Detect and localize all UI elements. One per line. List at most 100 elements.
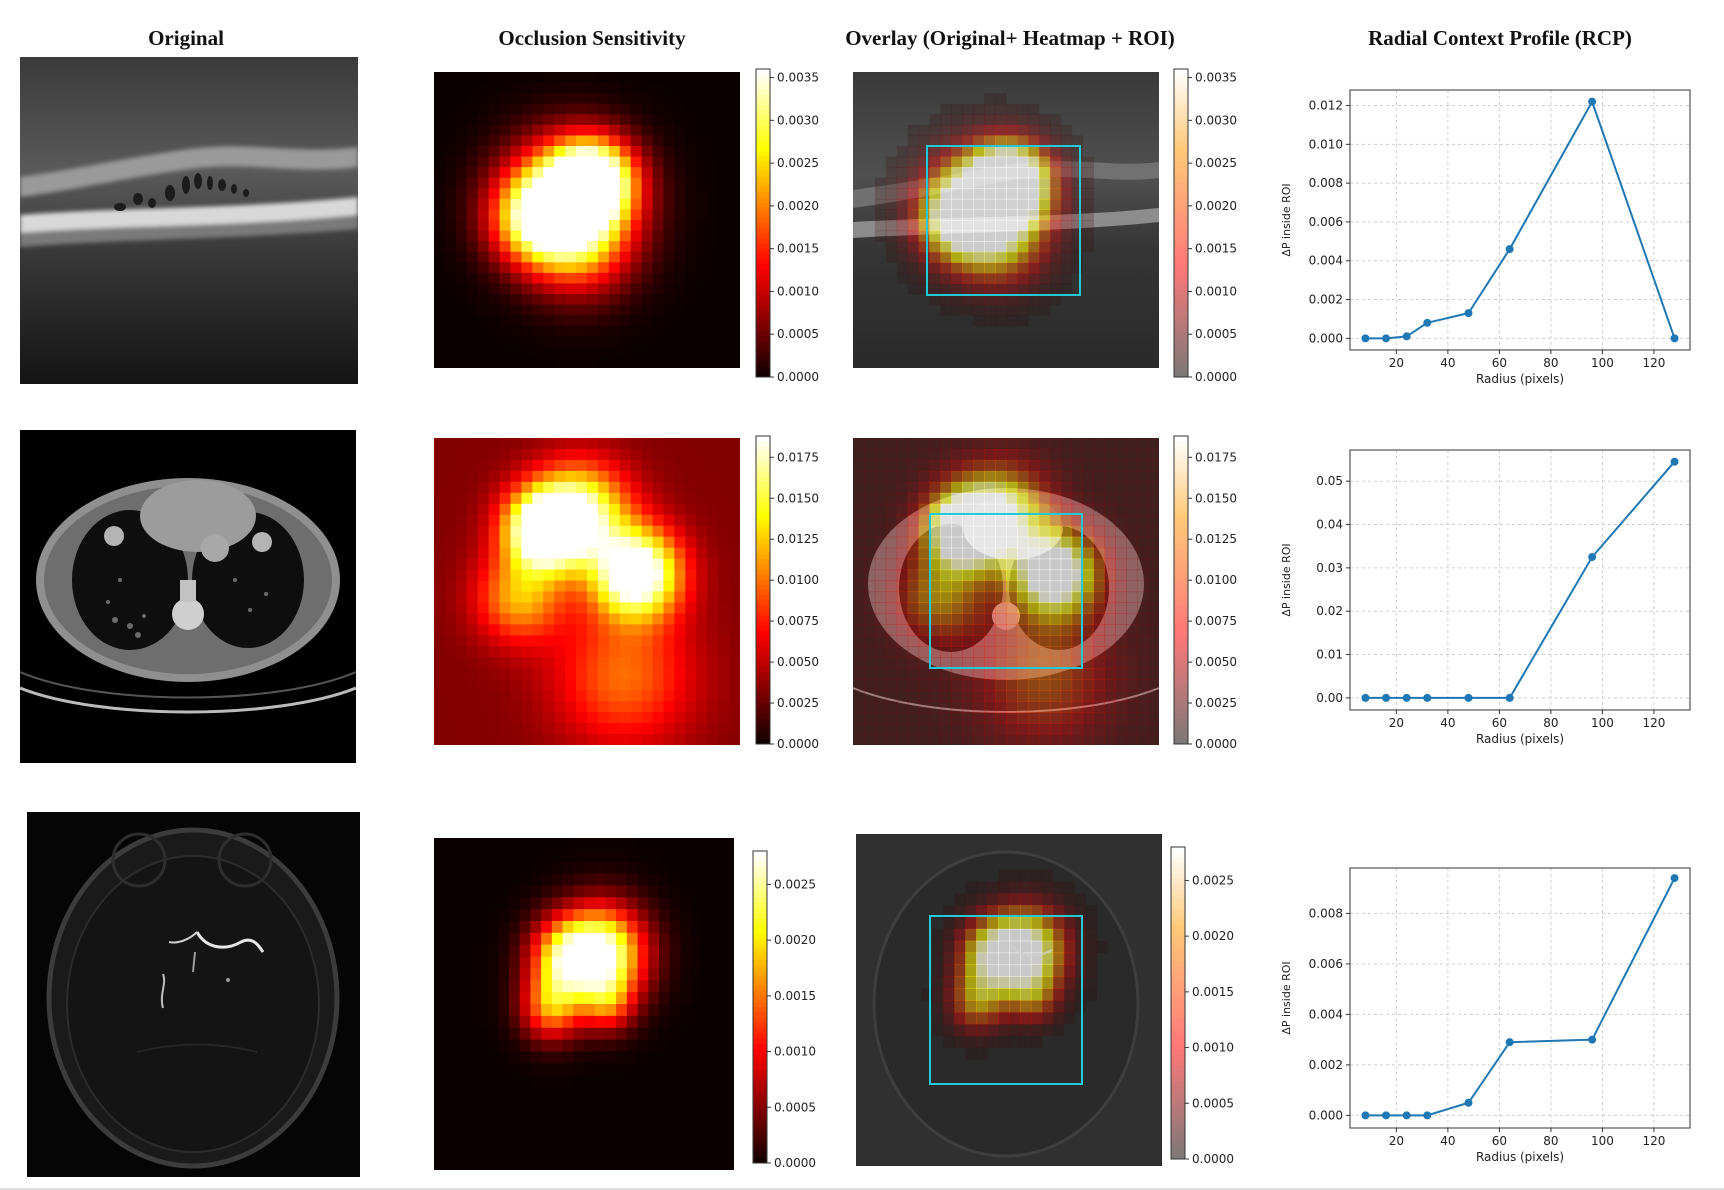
heatmap-cell: [685, 624, 697, 636]
heatmap-cell: [444, 734, 457, 745]
heatmap-cell: [951, 701, 963, 713]
heatmap-cell: [1049, 547, 1062, 560]
heatmap-cell: [995, 514, 1007, 527]
heatmap-cell: [1038, 602, 1051, 615]
heatmap-cell: [995, 470, 1007, 483]
heatmap-cell: [641, 304, 654, 316]
y-tick-label: 0.03: [1316, 561, 1343, 575]
heatmap-cell: [1148, 580, 1159, 593]
heatmap-cell: [584, 956, 596, 970]
heatmap-cell: [896, 146, 909, 158]
heatmap-cell: [455, 580, 468, 593]
heatmap-cell: [954, 940, 966, 954]
heatmap-cell: [630, 580, 643, 593]
heatmap-cell: [940, 646, 952, 658]
heatmap-cell: [1049, 712, 1062, 724]
heatmap-cell: [488, 103, 501, 115]
heatmap-cell: [519, 897, 532, 910]
heatmap-cell: [712, 1027, 724, 1041]
heatmap-cell: [587, 481, 599, 494]
heatmap-cell: [444, 944, 457, 958]
heatmap-cell: [652, 624, 665, 636]
heatmap-cell: [973, 304, 985, 316]
heatmap-cell: [637, 1146, 649, 1159]
heatmap-cell: [1093, 668, 1105, 680]
heatmap-cell: [685, 209, 697, 221]
heatmap-cell: [1071, 167, 1084, 179]
heatmap-cell: [1071, 188, 1084, 200]
colorbar-tick-label: 0.0025: [1192, 873, 1234, 887]
heatmap-cell: [444, 569, 457, 582]
heatmap-cell: [951, 558, 963, 571]
colorbar-tick-label: 0.0025: [777, 696, 819, 710]
heatmap-cell: [619, 294, 632, 306]
heatmap-cell: [619, 103, 632, 115]
heatmap-cell: [630, 146, 643, 158]
heatmap-cell: [543, 294, 555, 306]
heatmap-cell: [943, 988, 955, 1001]
heatmap-cell: [652, 646, 665, 658]
heatmap-cell: [659, 897, 671, 910]
heatmap-cell: [940, 602, 952, 615]
heatmap-cell: [729, 536, 740, 549]
heatmap-cell: [707, 547, 719, 560]
heatmap-cell: [962, 635, 974, 647]
heatmap-cell: [519, 932, 532, 946]
heatmap-cell: [701, 1063, 714, 1076]
heatmap-cell: [943, 1000, 955, 1013]
heatmap-cell: [1027, 569, 1040, 582]
heatmap-cell: [712, 849, 724, 863]
heatmap-cell: [718, 701, 730, 713]
heatmap-cell: [543, 459, 555, 472]
heatmap-cell: [587, 241, 599, 253]
heatmap-cell: [1137, 448, 1149, 461]
heatmap-cell: [1137, 690, 1149, 702]
heatmap-cell: [477, 325, 490, 337]
heatmap-cell: [973, 448, 985, 461]
heatmap-cell: [608, 357, 621, 368]
heatmap-cell: [562, 1051, 574, 1064]
heatmap-cell: [487, 1015, 499, 1029]
heatmap-cell: [712, 885, 724, 898]
heatmap-cell: [707, 294, 719, 306]
heatmap-cell: [521, 580, 533, 593]
heatmap-cell: [863, 525, 876, 538]
heatmap-cell: [1060, 547, 1073, 560]
heatmap-cell: [707, 188, 719, 200]
heatmap-cell: [874, 613, 887, 625]
heatmap-cell: [605, 1015, 617, 1029]
heatmap-cell: [630, 241, 643, 253]
heatmap-cell: [1082, 209, 1095, 221]
heatmap-cell: [521, 712, 533, 724]
heatmap-cell: [619, 124, 632, 137]
heatmap-cell: [532, 114, 544, 126]
heatmap-cell: [723, 1098, 734, 1112]
heatmap-cell: [932, 952, 945, 966]
heatmap-cell: [853, 591, 865, 604]
heatmap-cell: [510, 690, 523, 702]
heatmap-cell: [918, 492, 931, 505]
heatmap-cell: [1082, 448, 1095, 461]
heatmap-cell: [519, 1051, 532, 1064]
heatmap-cell: [663, 177, 676, 189]
heatmap-cell: [521, 124, 533, 137]
heatmap-cell: [718, 114, 730, 126]
rcp-chart-mra: 20 40 60 80 100 1200.0000.0020.0040.0060.008R…: [1280, 867, 1691, 1164]
heatmap-cell: [455, 1063, 467, 1076]
heatmap-cell: [543, 734, 555, 745]
heatmap-cell: [674, 188, 686, 200]
heatmap-cell: [551, 921, 564, 934]
heatmap-cell: [896, 514, 909, 527]
heatmap-cell: [929, 114, 942, 126]
heatmap-cell: [608, 177, 621, 189]
heatmap-cell: [1085, 905, 1098, 918]
heatmap-cell: [1049, 230, 1062, 242]
heatmap-cell: [554, 635, 566, 647]
heatmap-cell: [696, 646, 708, 658]
heatmap-cell: [1038, 712, 1051, 724]
heatmap-cell: [907, 124, 920, 137]
heatmap-cell: [940, 198, 952, 211]
heatmap-cell: [663, 241, 676, 253]
data-point: [1505, 693, 1514, 702]
heatmap-cell: [543, 536, 555, 549]
